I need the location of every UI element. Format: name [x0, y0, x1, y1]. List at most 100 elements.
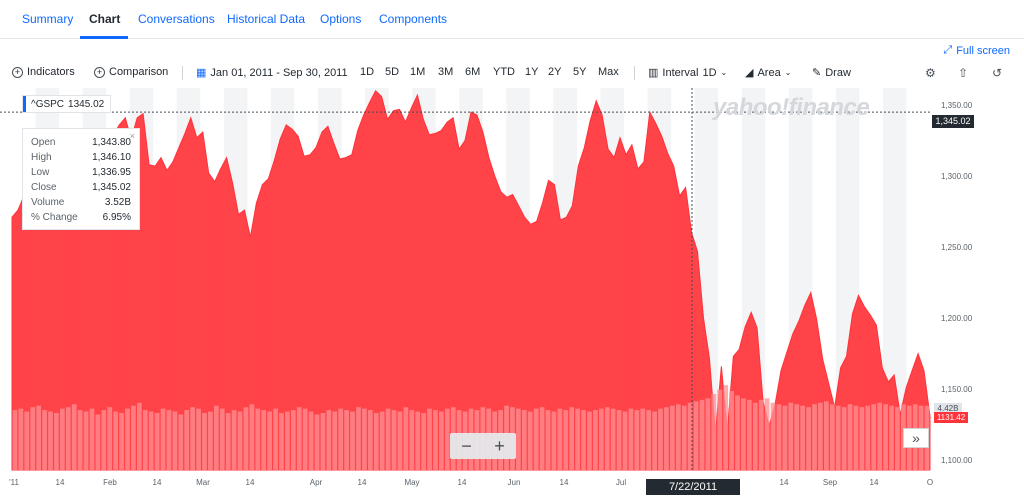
tab-summary[interactable]: Summary: [22, 12, 74, 26]
volume-bar: [871, 404, 877, 470]
tooltip-row-low: Low 1,336.95: [31, 165, 131, 180]
volume-bar: [563, 410, 569, 470]
volume-bar: [77, 410, 83, 470]
volume-bar: [178, 414, 184, 470]
price-chart[interactable]: 1,100.00 1,150.00 1,200.00 1,250.00 1,300.00…: [0, 88, 1024, 487]
range-1y[interactable]: 1Y: [525, 66, 539, 78]
range-max[interactable]: Max: [598, 66, 619, 78]
volume-bar: [581, 410, 586, 470]
symbol-badge[interactable]: ^GSPC 1345.02: [22, 95, 112, 113]
y-tick-label: 1,250.00: [941, 243, 973, 252]
volume-bar: [687, 402, 693, 470]
close-icon[interactable]: ×: [129, 131, 135, 141]
volume-bar: [521, 410, 527, 470]
tooltip-value: 6.95%: [102, 212, 131, 223]
range-5y[interactable]: 5Y: [573, 66, 587, 78]
gear-icon[interactable]: ⚙: [925, 66, 936, 80]
tooltip-row-open: Open 1,343.80: [31, 135, 131, 150]
date-range-picker[interactable]: ▦ Jan 01, 2011 - Sep 30, 2011: [196, 66, 348, 80]
range-5d[interactable]: 5D: [385, 66, 400, 78]
reset-icon[interactable]: ↺: [992, 66, 1003, 80]
x-tick-label: May: [404, 478, 419, 487]
volume-bar: [172, 411, 178, 470]
volume-bar: [219, 408, 225, 470]
interval-selector[interactable]: ▥ Interval 1D ⌄: [648, 66, 728, 80]
volume-bar: [439, 411, 444, 470]
share-icon[interactable]: ⇧: [958, 66, 969, 80]
symbol-name: ^GSPC: [31, 98, 65, 110]
volume-bar: [593, 410, 598, 470]
volume-bar: [338, 408, 344, 470]
range-3m[interactable]: 3M: [438, 66, 454, 78]
volume-bar: [202, 413, 207, 470]
range-ytd[interactable]: YTD: [493, 66, 515, 78]
volume-bar: [285, 411, 290, 470]
volume-bar: [877, 402, 883, 470]
scroll-to-latest-button[interactable]: »: [903, 428, 929, 448]
volume-bar: [18, 408, 24, 470]
volume-bar: [131, 405, 136, 470]
volume-bar: [533, 408, 539, 470]
range-1d[interactable]: 1D: [360, 66, 375, 78]
volume-bar: [12, 410, 18, 470]
range-1m[interactable]: 1M: [410, 66, 426, 78]
volume-bar: [545, 410, 551, 470]
volume-bar: [113, 411, 119, 470]
volume-bar: [427, 408, 432, 470]
x-tick-label: O: [927, 478, 933, 487]
volume-bar: [350, 411, 355, 470]
tab-components[interactable]: Components: [379, 12, 448, 26]
volume-bar: [539, 407, 545, 470]
range-2y[interactable]: 2Y: [548, 66, 562, 78]
date-range-label: Jan 01, 2011 - Sep 30, 2011: [210, 66, 348, 79]
background-band: [882, 88, 907, 470]
chevron-down-icon: ⌄: [720, 68, 728, 77]
volume-bar: [362, 408, 367, 470]
volume-bar: [575, 408, 580, 470]
fullscreen-label: Full screen: [956, 44, 1010, 57]
zoom-in-button[interactable]: +: [494, 435, 505, 456]
volume-bar: [415, 411, 421, 470]
volume-bar: [835, 405, 841, 470]
draw-label: Draw: [825, 66, 851, 79]
zoom-out-button[interactable]: −: [461, 435, 472, 456]
tab-chart[interactable]: Chart: [89, 12, 121, 26]
volume-bar: [243, 407, 249, 470]
volume-bar: [747, 399, 752, 470]
range-6m[interactable]: 6M: [465, 66, 481, 78]
tooltip-label: Low: [31, 167, 50, 178]
x-tick-label: 14: [458, 478, 467, 487]
volume-bar: [379, 411, 385, 470]
candle-interval-icon: ▥: [648, 67, 659, 79]
comparison-button[interactable]: + Comparison: [94, 66, 168, 78]
plus-circle-icon: +: [12, 66, 23, 78]
volume-bar: [670, 405, 675, 470]
volume-bar: [516, 408, 521, 470]
volume-bar: [290, 410, 296, 470]
fullscreen-button[interactable]: ⤢ Full screen: [943, 44, 1010, 57]
price-area-series: [11, 89, 931, 471]
volume-bar: [758, 399, 764, 470]
chevron-down-icon: ⌄: [784, 68, 792, 77]
volume-bar: [841, 407, 847, 470]
x-tick-label: '11: [9, 478, 19, 487]
volume-bar: [640, 408, 646, 470]
x-tick-label: Sep: [823, 478, 838, 487]
chart-type-selector[interactable]: ◢ Area ⌄: [745, 66, 792, 80]
volume-bar: [652, 411, 657, 470]
volume-bar: [794, 404, 800, 470]
tooltip-row-volume: Volume 3.52B: [31, 195, 131, 210]
tab-options[interactable]: Options: [320, 12, 362, 26]
x-tick-label: Feb: [103, 478, 117, 487]
volume-bar: [125, 408, 130, 470]
volume-bar: [859, 407, 865, 470]
x-tick-label: 14: [780, 478, 789, 487]
tab-conversations[interactable]: Conversations: [138, 12, 215, 26]
indicators-button[interactable]: + Indicators: [12, 66, 75, 78]
tab-historical-data[interactable]: Historical Data: [227, 12, 306, 26]
volume-bar: [184, 410, 190, 470]
volume-bar: [136, 402, 142, 470]
draw-button[interactable]: ✎ Draw: [812, 66, 851, 80]
interval-value: 1D: [702, 66, 717, 79]
chart-svg: 1,100.00 1,150.00 1,200.00 1,250.00 1,300.00…: [0, 88, 973, 487]
